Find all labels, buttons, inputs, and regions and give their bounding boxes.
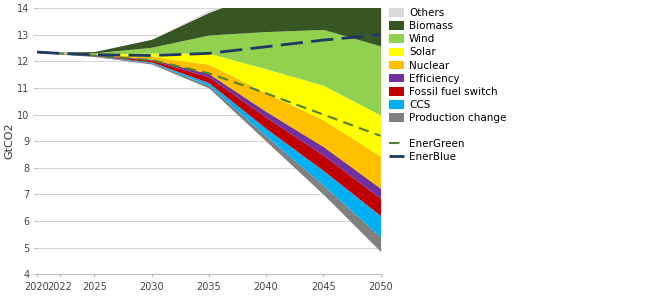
Y-axis label: GtCO2: GtCO2 [4, 123, 14, 160]
Legend: Others, Biomass, Wind, Solar, Nuclear, Efficiency, Fossil fuel switch, CCS, Prod: Others, Biomass, Wind, Solar, Nuclear, E… [389, 8, 506, 163]
